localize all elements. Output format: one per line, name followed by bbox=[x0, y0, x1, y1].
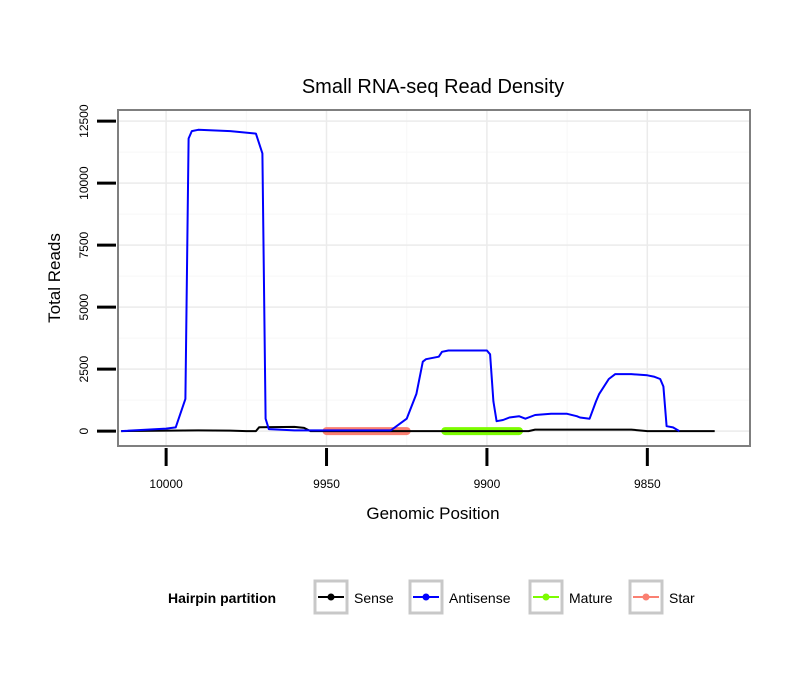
x-axis-title: Genomic Position bbox=[366, 504, 499, 523]
x-tick-label: 10000 bbox=[149, 477, 183, 491]
y-tick-label: 0 bbox=[77, 427, 91, 434]
series-lines bbox=[121, 128, 715, 433]
y-tick-label: 12500 bbox=[77, 104, 91, 138]
legend-key-point bbox=[327, 593, 335, 601]
legend-title: Hairpin partition bbox=[168, 590, 276, 606]
y-axis: 0 2500 5000 7500 10000 12500 bbox=[77, 104, 116, 434]
series-antisense-line bbox=[121, 128, 680, 433]
x-tick-label: 9900 bbox=[474, 477, 501, 491]
legend-key-point bbox=[422, 593, 430, 601]
y-tick-label: 7500 bbox=[77, 231, 91, 258]
y-tick-label: 2500 bbox=[77, 355, 91, 382]
legend-label-mature: Mature bbox=[569, 590, 613, 606]
legend-key-point bbox=[642, 593, 650, 601]
y-tick-label: 10000 bbox=[77, 166, 91, 200]
legend-label-star: Star bbox=[669, 590, 695, 606]
chart-title: Small RNA-seq Read Density bbox=[302, 76, 564, 98]
y-axis-title: Total Reads bbox=[45, 233, 64, 323]
legend-label-sense: Sense bbox=[354, 590, 394, 606]
x-tick-label: 9850 bbox=[634, 477, 661, 491]
legend-label-antisense: Antisense bbox=[449, 590, 511, 606]
x-tick-label: 9950 bbox=[313, 477, 340, 491]
legend-key-point bbox=[542, 593, 550, 601]
y-tick-label: 5000 bbox=[77, 293, 91, 320]
legend: Hairpin partition Sense Antisense Mature St… bbox=[168, 579, 695, 615]
x-axis: 10000 9950 9900 9850 bbox=[149, 448, 661, 491]
grid bbox=[118, 110, 750, 446]
plot-border bbox=[117, 109, 751, 447]
plot-area bbox=[118, 110, 750, 446]
